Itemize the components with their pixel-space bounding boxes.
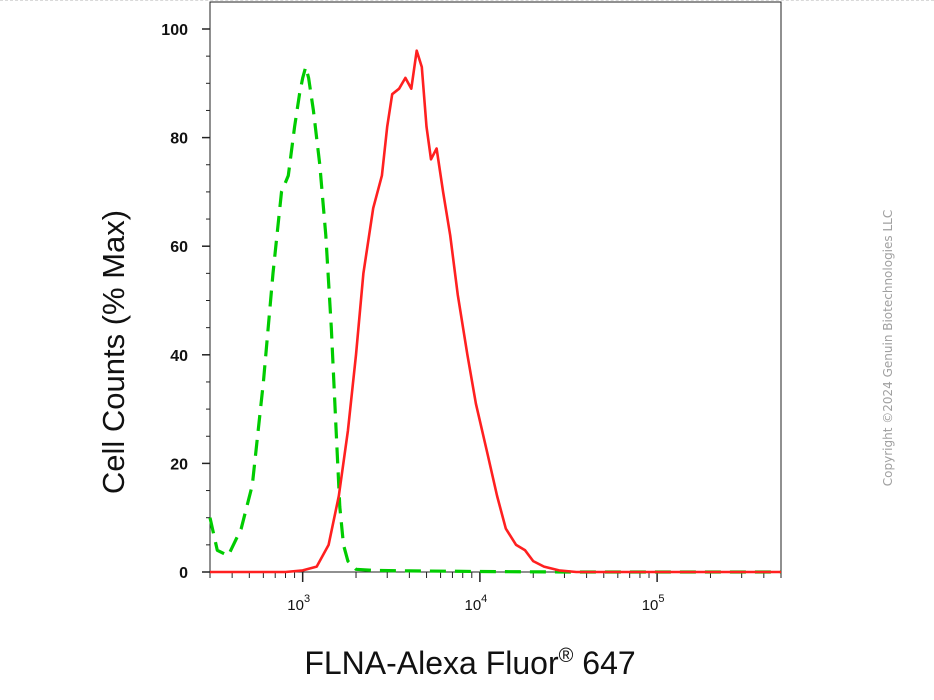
y-tick-label: 40 [170,348,188,365]
x-tick-label-exponent: 4 [481,593,487,605]
x-axis-label: FLNA-Alexa Fluor® 647 [304,645,635,681]
y-tick-label: 100 [161,22,188,39]
y-tick-label: 20 [170,456,188,473]
x-tick-label-base: 10 [464,597,481,614]
x-tick-label-exponent: 5 [658,593,664,605]
x-tick-label: 104 [464,593,487,614]
series-layer [208,49,781,574]
control-histogram-line [208,65,781,574]
sample-histogram-line [210,49,781,574]
y-tick-label: 0 [179,565,188,582]
copyright-watermark: Copyright ©2024 Genuin Biotechnologies L… [881,210,895,486]
x-axis-label-main: FLNA-Alexa Fluor [304,645,559,681]
x-tick-label-base: 10 [642,597,659,614]
y-tick-label: 60 [170,239,188,256]
top-border-line [0,0,934,2]
x-tick-label: 103 [287,593,310,614]
y-axis: 0 20 40 60 80 100 [161,22,210,582]
x-tick-label-exponent: 3 [304,593,310,605]
x-tick-label: 105 [642,593,665,614]
x-tick-label-base: 10 [287,597,304,614]
y-axis-label: Cell Counts (% Max) [96,210,131,494]
x-axis-label-superscript: ® [559,645,574,667]
x-axis: 103 104 105 [209,572,782,614]
y-tick-label: 80 [170,131,188,148]
x-axis-label-suffix: 647 [573,645,635,681]
